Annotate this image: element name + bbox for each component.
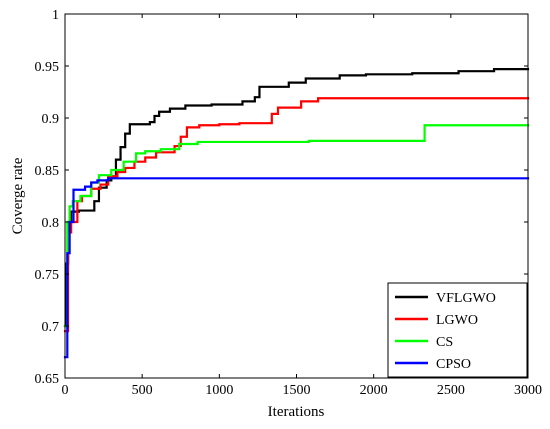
y-tick-label: 0.9 — [42, 112, 60, 127]
legend-label: LGWO — [436, 313, 478, 328]
y-tick-label: 0.65 — [35, 372, 60, 387]
legend-box — [387, 282, 528, 378]
x-tick-label: 2000 — [360, 383, 388, 398]
x-tick-label: 500 — [132, 383, 153, 398]
y-tick-label: 0.7 — [42, 320, 60, 335]
y-tick-label: 0.95 — [35, 60, 60, 75]
legend-label: CS — [436, 335, 453, 350]
series-line-lgwo — [63, 97, 530, 333]
x-tick-label: 1000 — [205, 383, 233, 398]
x-tick-label: 2500 — [437, 383, 465, 398]
series-line-vflgwo — [63, 68, 530, 328]
series-layer — [63, 68, 530, 359]
x-tick-label: 1500 — [283, 383, 311, 398]
x-axis: 0 500 1000 1500 2000 2500 3000 — [62, 14, 542, 398]
x-tick-label: 3000 — [514, 383, 542, 398]
y-axis-label: Coverge rate — [10, 157, 26, 234]
legend: VFLGWO LGWO CS CPSO — [387, 282, 528, 378]
y-axis: 0.65 0.7 0.75 0.8 0.85 0.9 0.95 1 — [35, 8, 528, 387]
x-axis-label: Iterations — [268, 404, 325, 420]
x-tick-label: 0 — [62, 383, 69, 398]
series-line-cpso — [63, 177, 530, 359]
legend-label: VFLGWO — [436, 291, 496, 306]
y-tick-label: 0.85 — [35, 164, 60, 179]
y-tick-label: 1 — [52, 8, 59, 23]
y-tick-label: 0.8 — [42, 216, 60, 231]
legend-label: CPSO — [436, 357, 471, 372]
y-tick-label: 0.75 — [35, 268, 60, 283]
